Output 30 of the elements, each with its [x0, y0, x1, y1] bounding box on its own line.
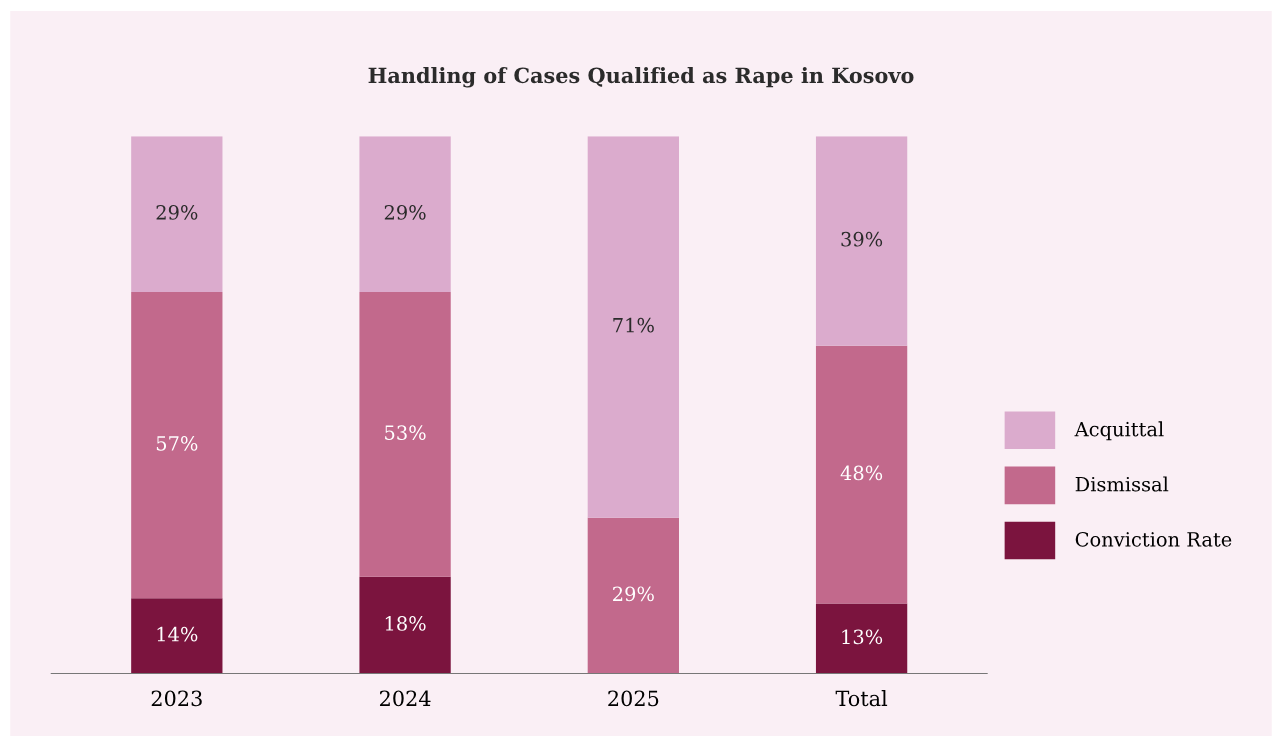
bar: [131, 291, 223, 599]
data-label: 13%: [842, 629, 883, 645]
bar: [815, 603, 908, 674]
data-label: 71%: [613, 317, 654, 333]
data-label: 53%: [385, 425, 426, 440]
data-label: 48%: [840, 465, 883, 481]
x-tick-label: 2024: [379, 690, 431, 707]
x-tick-label: 2023: [151, 690, 202, 707]
data-label: 14%: [157, 626, 198, 642]
bar: [131, 136, 223, 292]
x-tick-label: 2025: [608, 690, 659, 707]
bar: [587, 517, 679, 674]
data-label: 18%: [385, 616, 426, 631]
bar: [359, 291, 451, 577]
legend-label: Acquittal: [1074, 421, 1164, 441]
data-label: 39%: [841, 231, 883, 247]
data-label: 57%: [156, 436, 198, 451]
x-tick-label: Total: [835, 690, 888, 707]
bar: [359, 576, 451, 674]
legend-label: Dismissal: [1075, 476, 1169, 492]
bar: [131, 598, 223, 674]
bar: [815, 345, 908, 604]
bar: [359, 136, 451, 292]
legend-label: Conviction Rate: [1075, 531, 1232, 547]
data-label: 29%: [384, 205, 426, 220]
chart-title: Handling of Cases Qualified as Rape in Kosovo: [368, 67, 914, 88]
bar: [815, 136, 908, 346]
data-label: 29%: [156, 205, 198, 220]
data-label: 29%: [613, 586, 654, 602]
bar: [587, 136, 679, 518]
